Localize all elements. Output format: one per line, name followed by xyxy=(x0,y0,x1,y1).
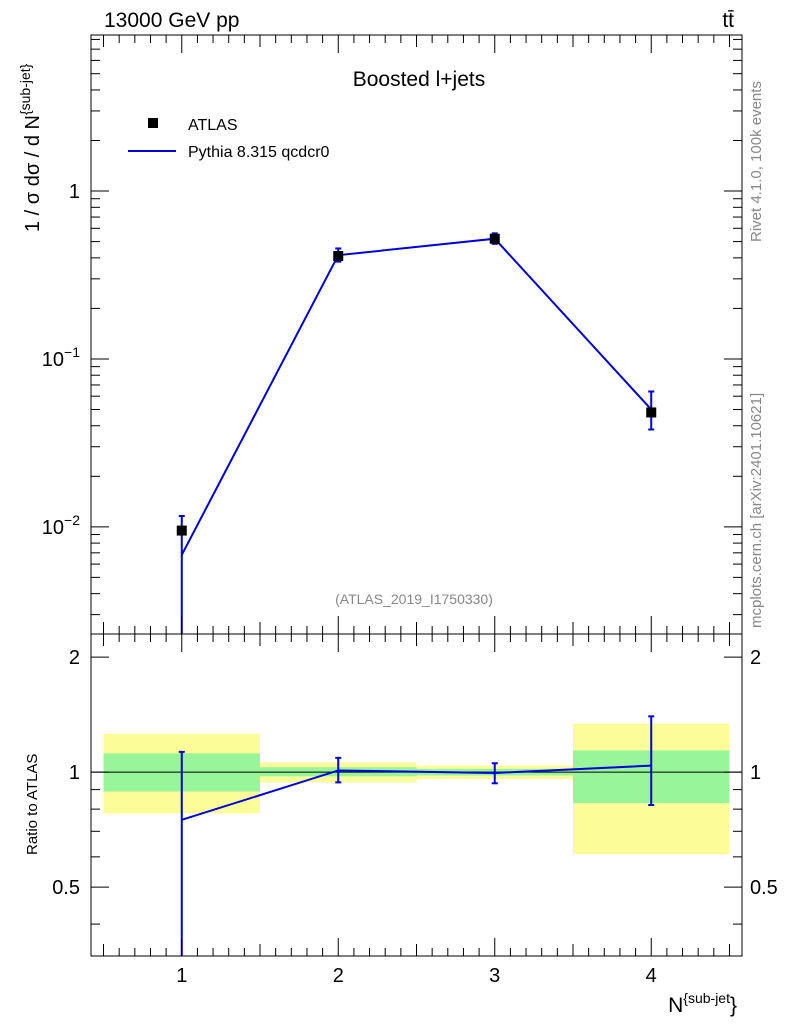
atlas-data-point xyxy=(489,233,500,244)
x-axis-label: N{sub-jet} xyxy=(668,990,737,1017)
atlas-data-point xyxy=(646,407,657,418)
legend-atlas-marker xyxy=(148,118,158,128)
main-axes: 10−2 10−1 1 xyxy=(42,35,742,634)
legend-atlas-label: ATLAS xyxy=(188,117,238,134)
atlas-data-point xyxy=(333,251,344,262)
main-y-tick-label: 10−2 xyxy=(42,512,80,539)
x-tick-label: 1 xyxy=(176,965,187,987)
ratio-y-tick-label-right: 1 xyxy=(750,762,761,784)
x-tick-label: 3 xyxy=(489,965,500,987)
ratio-y-tick-label-left: 1 xyxy=(69,762,80,784)
atlas-data-point xyxy=(176,525,187,536)
ratio-series-line xyxy=(181,764,652,821)
legend-pythia-label: Pythia 8.315 qcdcr0 xyxy=(188,144,330,161)
ratio-y-tick-label-right: 0.5 xyxy=(750,877,778,899)
ratio-axes: 0.5 0.5 1 1 2 2 1 2 3 4 xyxy=(52,634,778,987)
main-panel: 10−2 10−1 1 Boosted l+jets (ATLAS_2019_I17… xyxy=(17,34,743,635)
main-y-axis-label: 1 / σ dσ / d N{sub-jet} xyxy=(17,63,44,232)
main-y-tick-label: 1 xyxy=(69,181,80,203)
analysis-label: (ATLAS_2019_I1750330) xyxy=(335,591,493,607)
ratio-y-axis-label: Ratio to ATLAS xyxy=(24,754,41,855)
chart-title: Boosted l+jets xyxy=(353,68,486,91)
ratio-y-tick-label-left: 2 xyxy=(69,647,80,669)
x-tick-label: 2 xyxy=(333,965,344,987)
rivet-version-label: Rivet 4.1.0, 100k events xyxy=(748,81,765,242)
mc-series-line xyxy=(180,237,652,556)
source-label: mcplots.cern.ch [arXiv:2401.10621] xyxy=(748,393,765,628)
x-tick-label: 4 xyxy=(646,965,657,987)
process-label: tt̄ xyxy=(722,9,734,32)
energy-label: 13000 GeV pp xyxy=(104,9,239,32)
ratio-plot-content xyxy=(91,715,742,956)
main-plot-content xyxy=(176,232,657,634)
ratio-y-tick-label-right: 2 xyxy=(750,647,761,669)
legend: ATLAS Pythia 8.315 qcdcr0 xyxy=(128,117,330,161)
ratio-panel: 0.5 0.5 1 1 2 2 1 2 3 4 Ratio to ATLAS N{sub-jet} xyxy=(24,633,778,1017)
main-y-tick-label: 10−1 xyxy=(42,344,80,371)
ratio-y-tick-label-left: 0.5 xyxy=(52,877,80,899)
